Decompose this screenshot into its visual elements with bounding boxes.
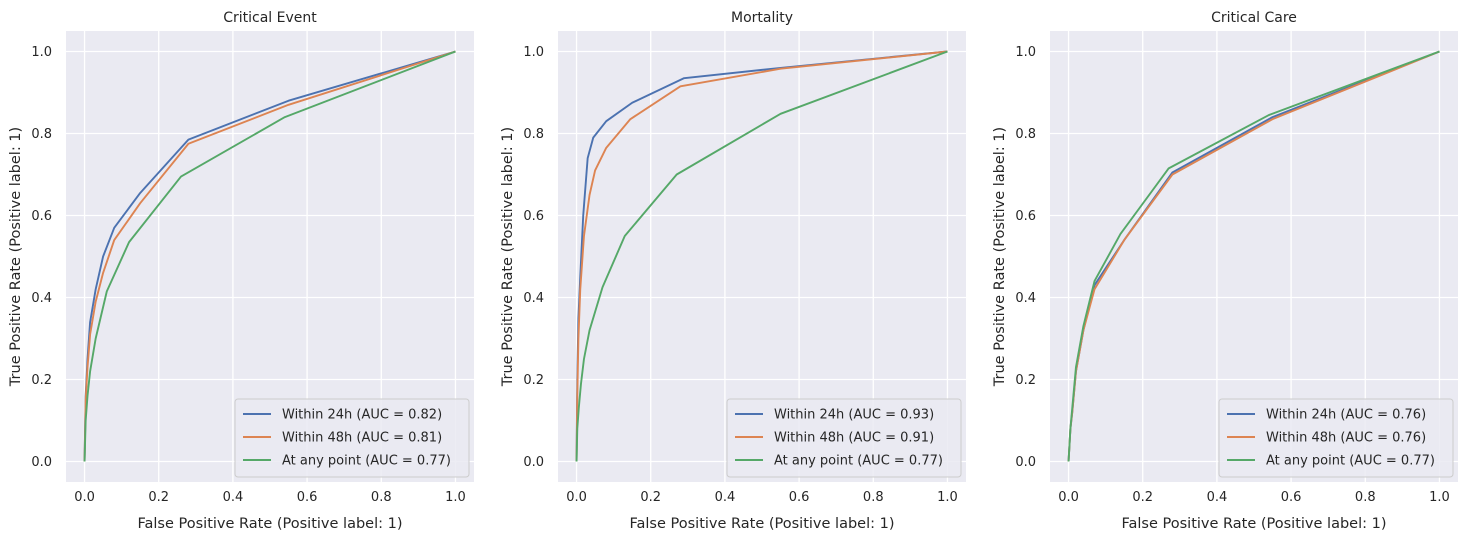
x-axis-label: False Positive Rate (Positive label: 1) xyxy=(1122,516,1387,532)
x-tick-label: 0.2 xyxy=(640,490,661,505)
legend-label-2: At any point (AUC = 0.77) xyxy=(1266,454,1435,469)
y-tick-label: 1.0 xyxy=(1015,45,1036,60)
legend-label-0: Within 24h (AUC = 0.76) xyxy=(1266,408,1426,423)
x-tick-label: 1.0 xyxy=(1429,490,1450,505)
legend-frame xyxy=(1218,398,1454,478)
x-tick-label: 0.8 xyxy=(371,490,392,505)
legend: Within 24h (AUC = 0.82) Within 48h (AUC =… xyxy=(234,398,470,478)
series-line-2 xyxy=(1067,50,1440,462)
legend-label-0: Within 24h (AUC = 0.93) xyxy=(774,408,934,423)
y-axis-label: True Positive Rate (Positive label: 1) xyxy=(500,127,516,387)
x-tick-label: 0.8 xyxy=(1355,490,1376,505)
y-tick-label: 0.2 xyxy=(31,373,52,388)
x-tick-label: 0.2 xyxy=(148,490,169,505)
legend-label-2: At any point (AUC = 0.77) xyxy=(282,454,451,469)
chart-title: Critical Care xyxy=(1211,10,1297,26)
y-tick-label: 0.2 xyxy=(523,373,544,388)
y-tick-label: 0.4 xyxy=(31,291,52,306)
y-tick-label: 0.8 xyxy=(523,127,544,142)
legend-frame xyxy=(726,398,962,478)
y-tick-label: 0.6 xyxy=(523,209,544,224)
x-tick-label: 0.8 xyxy=(863,490,884,505)
series-line-1 xyxy=(575,50,948,462)
x-tick-label: 1.0 xyxy=(937,490,958,505)
x-tick-label: 1.0 xyxy=(445,490,466,505)
x-tick-label: 0.0 xyxy=(1058,490,1079,505)
series-line-1 xyxy=(83,50,456,462)
series-line-2 xyxy=(575,50,948,462)
x-tick-label: 0.6 xyxy=(1281,490,1302,505)
x-axis-label: False Positive Rate (Positive label: 1) xyxy=(138,516,403,532)
y-tick-label: 0.0 xyxy=(1015,455,1036,470)
x-tick-label: 0.6 xyxy=(789,490,810,505)
x-axis-label: False Positive Rate (Positive label: 1) xyxy=(630,516,895,532)
x-tick-label: 0.0 xyxy=(74,490,95,505)
x-tick-label: 0.4 xyxy=(1207,490,1228,505)
chart-title: Critical Event xyxy=(223,10,317,26)
legend: Within 24h (AUC = 0.93) Within 48h (AUC =… xyxy=(726,398,962,478)
legend: Within 24h (AUC = 0.76) Within 48h (AUC =… xyxy=(1218,398,1454,478)
legend-label-1: Within 48h (AUC = 0.76) xyxy=(1266,431,1426,446)
y-tick-label: 0.4 xyxy=(523,291,544,306)
series-line-2 xyxy=(83,50,456,462)
y-tick-label: 0.6 xyxy=(1015,209,1036,224)
x-tick-label: 0.6 xyxy=(297,490,318,505)
y-tick-label: 0.6 xyxy=(31,209,52,224)
y-tick-label: 0.0 xyxy=(523,455,544,470)
x-tick-label: 0.0 xyxy=(566,490,587,505)
x-tick-label: 0.4 xyxy=(715,490,736,505)
y-tick-label: 0.4 xyxy=(1015,291,1036,306)
x-tick-label: 0.2 xyxy=(1132,490,1153,505)
y-tick-label: 0.0 xyxy=(31,455,52,470)
y-tick-label: 0.8 xyxy=(31,127,52,142)
legend-label-1: Within 48h (AUC = 0.81) xyxy=(282,431,442,446)
y-axis-label: True Positive Rate (Positive label: 1) xyxy=(8,127,24,387)
chart-panel-0: 0.0 0.2 0.4 0.6 0.8 1.0 0.0 0.2 0.4 0.6 0.8 1.0 Crit… xyxy=(8,10,474,532)
chart-panel-1: 0.0 0.2 0.4 0.6 0.8 1.0 0.0 0.2 0.4 0.6 0.8 1.0 Mort… xyxy=(500,10,966,532)
x-tick-label: 0.4 xyxy=(223,490,244,505)
legend-label-0: Within 24h (AUC = 0.82) xyxy=(282,408,442,423)
chart-title: Mortality xyxy=(731,10,793,26)
y-axis-label: True Positive Rate (Positive label: 1) xyxy=(992,127,1008,387)
y-tick-label: 1.0 xyxy=(31,45,52,60)
chart-panel-2: 0.0 0.2 0.4 0.6 0.8 1.0 0.0 0.2 0.4 0.6 0.8 1.0 Crit… xyxy=(992,10,1458,532)
legend-label-2: At any point (AUC = 0.77) xyxy=(774,454,943,469)
y-tick-label: 1.0 xyxy=(523,45,544,60)
legend-label-1: Within 48h (AUC = 0.91) xyxy=(774,431,934,446)
y-tick-label: 0.8 xyxy=(1015,127,1036,142)
y-tick-label: 0.2 xyxy=(1015,373,1036,388)
legend-frame xyxy=(234,398,470,478)
